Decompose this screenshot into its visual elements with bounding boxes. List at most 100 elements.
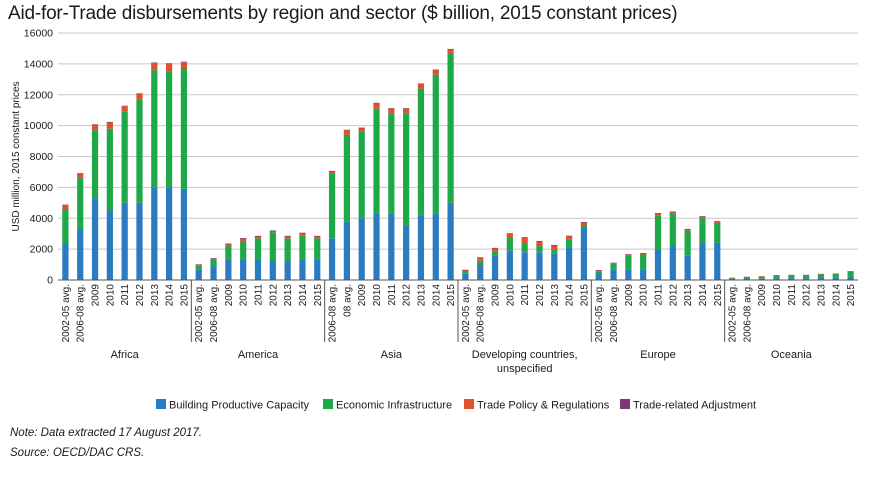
bar-segment bbox=[714, 222, 721, 243]
x-tick-label: 2014 bbox=[565, 284, 576, 307]
bar-segment bbox=[536, 252, 543, 280]
bar-segment bbox=[225, 259, 232, 280]
bar-segment bbox=[595, 270, 602, 271]
bar-segment bbox=[388, 108, 395, 114]
x-tick-label: 2011 bbox=[120, 284, 131, 306]
legend-label: Building Productive Capacity bbox=[169, 400, 310, 412]
bar-segment bbox=[566, 247, 573, 280]
bar-segment bbox=[758, 276, 765, 277]
group-label: Asia bbox=[381, 349, 403, 361]
bar-segment bbox=[580, 221, 588, 223]
bar-segment bbox=[536, 246, 543, 253]
bar-segment bbox=[743, 276, 750, 278]
x-tick-label: 2002-05 avg. bbox=[61, 284, 72, 342]
x-tick-label: 2013 bbox=[283, 284, 294, 307]
bar-segment bbox=[417, 83, 425, 85]
bar-segment bbox=[210, 266, 217, 280]
bar-segment bbox=[684, 230, 691, 256]
bar-segment bbox=[477, 260, 484, 265]
bar-segment bbox=[314, 238, 321, 260]
x-tick-label: 2013 bbox=[816, 284, 827, 307]
bar-segment bbox=[758, 278, 765, 280]
bar-segment bbox=[299, 232, 306, 234]
bar-segment bbox=[773, 275, 780, 276]
bar-segment bbox=[195, 264, 202, 267]
bar-segment bbox=[477, 257, 484, 261]
bar-segment bbox=[728, 278, 736, 280]
y-tick-label: 6000 bbox=[30, 182, 54, 194]
y-tick-label: 8000 bbox=[30, 151, 54, 163]
x-tick-label: 2011 bbox=[520, 284, 531, 306]
bar-segment bbox=[788, 278, 795, 280]
bar-segment bbox=[699, 242, 706, 280]
bar-segment bbox=[728, 277, 736, 279]
bar-segment bbox=[432, 69, 439, 71]
x-tick-label: 2010 bbox=[239, 284, 250, 307]
bar-segment bbox=[417, 215, 425, 280]
bar-segment bbox=[477, 264, 484, 280]
x-tick-label: 2013 bbox=[416, 284, 427, 307]
legend-swatch bbox=[620, 399, 630, 409]
bar-segment bbox=[254, 235, 262, 237]
bar-segment bbox=[77, 229, 84, 280]
bar-segment bbox=[121, 105, 128, 107]
x-tick-label: 2012 bbox=[402, 284, 413, 307]
bar-segment bbox=[417, 83, 425, 89]
bar-segment bbox=[284, 235, 291, 237]
group-label: Developing countries, bbox=[472, 349, 578, 361]
bar-segment bbox=[654, 215, 662, 250]
bar-segment bbox=[373, 108, 380, 214]
bar-segment bbox=[180, 62, 188, 69]
bar-segment bbox=[832, 273, 839, 275]
x-tick-label: 2010 bbox=[639, 284, 650, 307]
bar-segment bbox=[506, 237, 513, 251]
bar-segment bbox=[121, 202, 128, 280]
bar-segment bbox=[625, 254, 632, 255]
bar-segment bbox=[166, 187, 173, 280]
bar-segment bbox=[432, 74, 439, 214]
y-tick-label: 10000 bbox=[24, 120, 53, 132]
data-extraction-note: Note: Data extracted 17 August 2017. bbox=[10, 427, 203, 439]
x-tick-label: 2015 bbox=[713, 284, 724, 307]
bar-segment bbox=[240, 241, 247, 260]
group-label: Africa bbox=[111, 349, 140, 361]
bar-segment bbox=[254, 236, 262, 239]
x-tick-label: 2009 bbox=[624, 284, 635, 307]
bar-segment bbox=[491, 247, 499, 249]
bar-segment bbox=[328, 171, 336, 174]
bar-segment bbox=[728, 277, 736, 279]
bar-segment bbox=[714, 242, 721, 280]
bar-segment bbox=[343, 130, 350, 135]
bar-segment bbox=[299, 232, 306, 236]
group-label: Europe bbox=[640, 349, 675, 361]
bar-segment bbox=[240, 238, 247, 242]
bar-segment bbox=[669, 211, 676, 213]
bar-segment bbox=[610, 262, 617, 264]
bar-segment bbox=[373, 102, 380, 104]
group-label: America bbox=[238, 349, 279, 361]
bar-segment bbox=[225, 243, 232, 245]
bar-segment bbox=[373, 103, 380, 109]
bar-segment bbox=[640, 253, 647, 255]
bar-segment bbox=[832, 277, 839, 280]
x-tick-label: 2009 bbox=[224, 284, 235, 307]
bar-segment bbox=[654, 213, 662, 216]
x-tick-label: 2015 bbox=[446, 284, 457, 307]
bar-segment bbox=[640, 254, 647, 270]
x-tick-label: 2015 bbox=[313, 284, 324, 307]
bar-segment bbox=[610, 263, 617, 270]
bar-segment bbox=[343, 221, 350, 280]
y-axis-title: USD million, 2015 constant prices bbox=[11, 81, 22, 231]
bar-segment bbox=[284, 238, 291, 262]
x-tick-label: 2013 bbox=[550, 284, 561, 307]
bar-segment bbox=[506, 250, 513, 280]
bar-segment bbox=[610, 262, 617, 264]
bar-segment bbox=[136, 93, 143, 100]
bar-segment bbox=[77, 173, 84, 174]
bar-segment bbox=[225, 243, 232, 247]
bar-segment bbox=[403, 113, 410, 226]
bar-segment bbox=[625, 255, 632, 270]
bar-segment bbox=[195, 266, 202, 270]
bar-segment bbox=[62, 204, 69, 206]
x-tick-label: 2011 bbox=[387, 284, 398, 306]
